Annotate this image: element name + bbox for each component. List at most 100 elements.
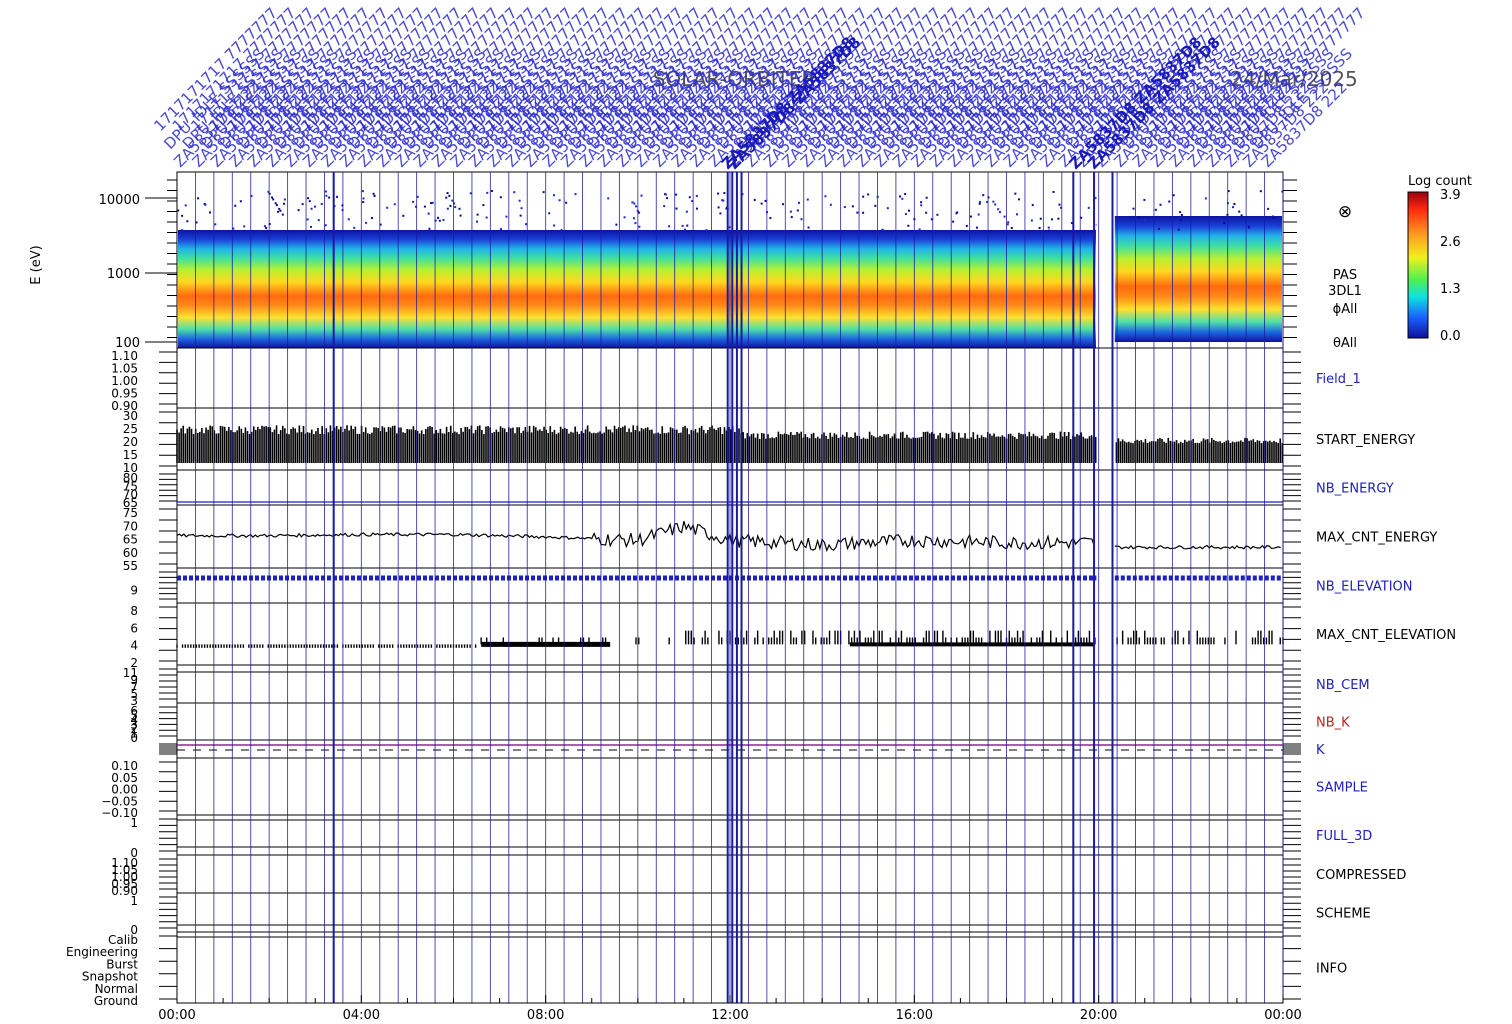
panel-ytick-max_cnt_energy: 75 bbox=[123, 506, 138, 520]
panel-ytick-start_energy: 15 bbox=[123, 448, 138, 462]
panel-label-nb_k: NB_K bbox=[1316, 716, 1350, 731]
spectrogram-noise-dot bbox=[978, 200, 981, 203]
panel-ytick-field1: 1.00 bbox=[111, 374, 138, 388]
spectrogram-noise-dot bbox=[177, 209, 180, 212]
panel-ytick-nb_energy: 75 bbox=[123, 479, 138, 493]
panel-ytick-sample: −0.10 bbox=[101, 806, 138, 820]
spectrogram-noise-dot bbox=[324, 224, 327, 227]
spectrogram-noise-dot bbox=[623, 216, 626, 219]
spectrogram-noise-dot bbox=[681, 224, 684, 227]
spec-ytick-100: 100 bbox=[115, 336, 140, 351]
spectrogram-noise-dot bbox=[486, 191, 489, 194]
panel-ytick-info: Normal bbox=[95, 982, 138, 996]
time-axis-label: 12:00 bbox=[711, 1008, 748, 1020]
spectrogram-noise-dot bbox=[1030, 219, 1033, 222]
spectrogram-noise-dot bbox=[1219, 219, 1222, 222]
spectrogram-data-gap bbox=[1096, 173, 1115, 347]
spectrogram-noise-dot bbox=[992, 200, 995, 203]
panel-ytick-nb_k: 0 bbox=[130, 731, 138, 745]
spectrogram-noise-dot bbox=[1132, 207, 1135, 210]
spectrogram-noise-dot bbox=[458, 207, 461, 210]
spectrogram-noise bbox=[177, 173, 1284, 347]
spectrogram-noise-dot bbox=[265, 227, 268, 230]
panel-ytick-nb_k: 1 bbox=[130, 727, 138, 741]
spectrogram-noise-dot bbox=[1277, 223, 1280, 226]
spectrogram-noise-dot bbox=[393, 203, 396, 206]
panel-ytick-field1: 1.05 bbox=[111, 362, 138, 376]
spectrogram-noise-dot bbox=[1143, 198, 1146, 201]
spectrogram-noise-dot bbox=[204, 203, 207, 206]
panel-ytick-max_cnt_energy: 60 bbox=[123, 546, 138, 560]
spectrogram-noise-dot bbox=[1247, 225, 1250, 228]
panel-ytick-max_cnt_energy: 65 bbox=[123, 533, 138, 547]
spectrogram-noise-dot bbox=[721, 199, 724, 202]
spectrogram-noise-dot bbox=[1047, 226, 1050, 229]
spectrogram-noise-dot bbox=[282, 202, 285, 205]
panel-ytick-start_energy: 10 bbox=[123, 461, 138, 475]
max-cnt-energy-trace-left bbox=[176, 521, 1095, 553]
spectrogram-noise-dot bbox=[666, 197, 669, 200]
spectrogram-noise-dot bbox=[275, 204, 278, 207]
colorbar-gradient bbox=[1407, 191, 1429, 339]
spectrogram-noise-dot bbox=[978, 202, 981, 205]
spectrogram-noise-dot bbox=[347, 218, 350, 221]
panel-ytick-max_cnt_elevation: 2 bbox=[130, 656, 138, 670]
spectrogram-noise-dot bbox=[874, 204, 877, 207]
panel-ytick-info: Engineering bbox=[66, 945, 138, 959]
spectrogram-noise-dot bbox=[336, 195, 339, 198]
spectrogram-noise-dot bbox=[307, 197, 310, 200]
spectrogram-noise-dot bbox=[442, 218, 445, 221]
panel-ytick-compressed: 0.90 bbox=[111, 884, 138, 898]
spectrogram-noise-dot bbox=[969, 215, 972, 218]
spectrogram-noise-dot bbox=[542, 191, 545, 194]
spectrogram-noise-dot bbox=[476, 220, 479, 223]
panel-label-full_3d: FULL_3D bbox=[1316, 829, 1372, 844]
colorbar-tick-0.0: 0.0 bbox=[1440, 329, 1461, 344]
spectrogram-noise-dot bbox=[806, 198, 809, 201]
spectrogram-noise-dot bbox=[790, 216, 793, 219]
spectrogram-noise-dot bbox=[789, 210, 792, 213]
time-axis-label: 16:00 bbox=[896, 1008, 933, 1020]
mission-title: SOLAR-ORBITER bbox=[653, 67, 816, 91]
spectrogram-noise-dot bbox=[965, 224, 968, 227]
panel-ytick-max_cnt_elevation: 6 bbox=[130, 621, 138, 635]
spectrogram-noise-dot bbox=[412, 200, 415, 203]
spectrogram-noise-dot bbox=[1154, 208, 1157, 211]
spectrogram-noise-dot bbox=[181, 229, 184, 232]
spectrogram-noise-dot bbox=[428, 227, 431, 230]
spectrogram-noise-dot bbox=[796, 209, 799, 212]
panel-label-k: K bbox=[1316, 743, 1325, 758]
spectrogram-noise-dot bbox=[994, 203, 997, 206]
spectrogram-noise-dot bbox=[306, 218, 309, 221]
spectrogram-noise-dot bbox=[1050, 218, 1053, 221]
spectrogram-noise-dot bbox=[719, 212, 722, 215]
spectrogram-noise-dot bbox=[904, 193, 907, 196]
spectrogram-noise-dot bbox=[717, 206, 720, 209]
panel-label-start_energy: START_ENERGY bbox=[1316, 433, 1415, 448]
time-grid bbox=[194, 172, 1284, 1003]
spectrogram-band-right bbox=[1112, 216, 1282, 342]
colorbar-tick-2.6: 2.6 bbox=[1440, 235, 1461, 250]
spectrogram-noise-dot bbox=[782, 203, 785, 206]
spectrogram-noise-dot bbox=[952, 220, 955, 223]
spectrogram-noise-dot bbox=[414, 205, 417, 208]
spectrogram-noise-dot bbox=[640, 194, 643, 197]
spectrogram-noise-dot bbox=[184, 204, 187, 207]
spec-ytick-1000: 1000 bbox=[107, 267, 140, 282]
panel-ytick-info: Burst bbox=[106, 957, 138, 971]
panel-ytick-nb_cem: 7 bbox=[130, 680, 138, 694]
spectrogram-noise-dot bbox=[558, 199, 561, 202]
spectrogram-noise-dot bbox=[427, 212, 430, 215]
spectrogram-noise-dot bbox=[297, 209, 300, 212]
spectrogram-noise-dot bbox=[476, 213, 479, 216]
panel-ytick-nb_cem: 3 bbox=[130, 694, 138, 708]
spectrogram-noise-dot bbox=[449, 204, 452, 207]
spectrogram-noise-dot bbox=[1137, 216, 1140, 219]
spectrogram-noise-dot bbox=[328, 196, 331, 199]
spectrogram-noise-dot bbox=[324, 190, 327, 193]
spectrogram-noise-dot bbox=[459, 214, 462, 217]
spectrogram-noise-dot bbox=[685, 210, 688, 213]
spectrogram-noise-dot bbox=[1179, 218, 1182, 221]
spectrogram-noise-dot bbox=[518, 199, 521, 202]
